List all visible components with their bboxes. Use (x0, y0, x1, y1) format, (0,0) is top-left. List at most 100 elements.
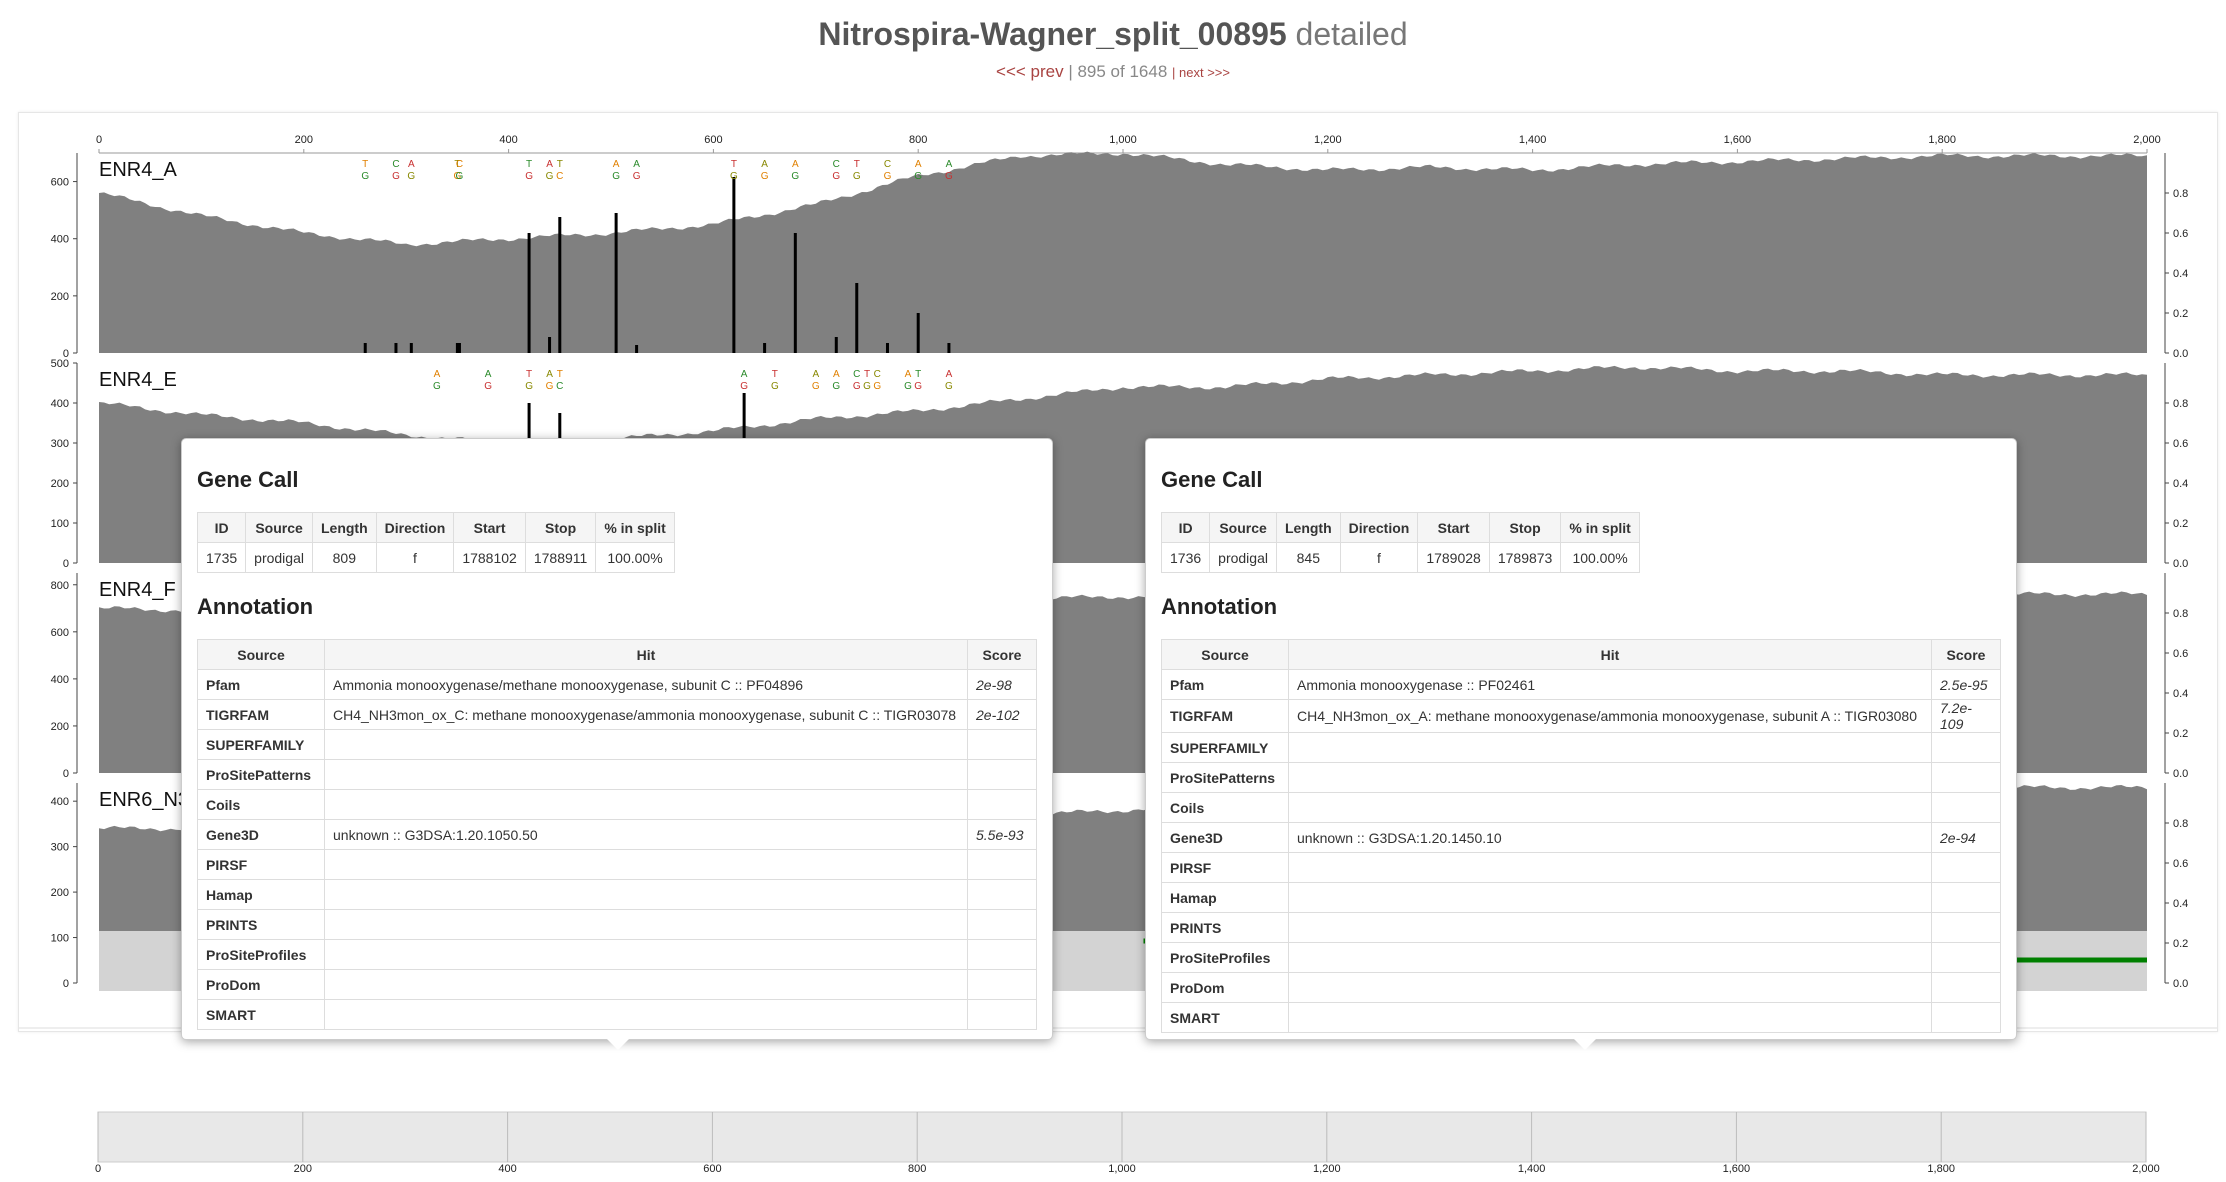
top-axis-tick-label: 0 (96, 134, 102, 146)
gene-call-header-cell: ID (196, 512, 247, 543)
variant-bar (916, 313, 920, 353)
page-title: Nitrospira-Wagner_split_00895 detailed (0, 16, 2226, 53)
allele-letter: G (740, 381, 748, 392)
variant-bar (394, 343, 398, 353)
allele-letter: C (874, 369, 881, 380)
annotation-hit: CH4_NH3mon_ox_C: methane monooxygenase/a… (324, 699, 968, 730)
annotation-header-cell: Source (197, 639, 325, 670)
annotation-header-cell: Hit (324, 639, 968, 670)
left-axis-tick-label: 0 (63, 768, 69, 780)
gene-call-header-row: ID Source Length Direction Start Stop% in spl… (1160, 512, 1640, 543)
allele-letter: G (914, 171, 922, 182)
allele-letter: G (863, 381, 871, 392)
annotation-hit (1288, 1002, 1932, 1033)
overview-tick-label: 1,400 (1518, 1163, 1546, 1175)
allele-letter: C (556, 381, 563, 392)
annotation-hit (1288, 732, 1932, 763)
annotation-row: PIRSF (197, 849, 1037, 880)
annotation-score (1931, 912, 2001, 943)
left-axis-tick-label: 300 (51, 842, 69, 854)
overview-tick-label: 600 (703, 1163, 721, 1175)
annotation-score: 2e-98 (967, 669, 1037, 700)
annotation-row: Pfam Ammonia monooxygenase :: PF02461 2.5e… (1161, 669, 2001, 700)
annotation-source: ProSitePatterns (1161, 762, 1289, 793)
annotation-header-cell: Source (1161, 639, 1289, 670)
annotation-row: Pfam Ammonia monooxygenase/methane monoox… (197, 669, 1037, 700)
gene-call-header-cell: Source (1209, 512, 1277, 543)
overview-tick-label: 1,200 (1313, 1163, 1341, 1175)
annotation-heading: Annotation (197, 594, 314, 619)
gene-call-header-cell: Stop (524, 512, 597, 543)
next-link[interactable]: | next >>> (1172, 65, 1230, 80)
sample-name: ENR4_A (99, 159, 177, 181)
annotation-hit (1288, 852, 1932, 883)
gene-call-header-cell: Stop (1488, 512, 1562, 543)
allele-letter: G (904, 381, 912, 392)
annotation-source: Gene3D (1161, 822, 1289, 853)
left-axis-tick-label: 800 (51, 580, 69, 592)
allele-letter: T (915, 369, 921, 380)
allele-letter: A (633, 159, 640, 170)
annotation-source: Hamap (197, 879, 325, 910)
gene-call-table: ID Source Length Direction Start Stop% in spl… (196, 512, 675, 573)
annotation-row: ProDom (1161, 972, 2001, 1003)
annotation-row: ProSitePatterns (1161, 762, 2001, 793)
annotation-score (967, 729, 1037, 760)
allele-letter: G (612, 171, 620, 182)
annotation-row: PRINTS (197, 909, 1037, 940)
annotation-row: ProDom (197, 969, 1037, 1000)
allele-letter: T (772, 369, 778, 380)
left-axis-tick-label: 200 (51, 721, 69, 733)
split-navigation: <<< prev | 895 of 1648 | next >>> (0, 62, 2226, 82)
allele-letter: A (761, 159, 768, 170)
variant-bar (635, 345, 639, 353)
annotation-source: ProSiteProfiles (1161, 942, 1289, 973)
allele-letter: T (864, 369, 870, 380)
allele-letter: T (731, 159, 737, 170)
left-axis-tick-label: 200 (51, 478, 69, 490)
gene-call-value-cell: 100.00% (595, 542, 675, 573)
gene-call-heading: Gene Call (197, 467, 299, 492)
annotation-source: SMART (1161, 1002, 1289, 1033)
variant-bar (457, 343, 461, 353)
right-axis-tick-label: 0.2 (2173, 938, 2188, 950)
sample-name: ENR4_E (99, 369, 177, 391)
allele-letter: G (361, 171, 369, 182)
annotation-heading: Annotation (1161, 594, 1278, 619)
overview-tick-label: 200 (294, 1163, 312, 1175)
annotation-score (1931, 882, 2001, 913)
prev-link[interactable]: <<< prev (996, 62, 1064, 81)
variant-bar (763, 343, 767, 353)
annotation-score (967, 879, 1037, 910)
annotation-score (1931, 942, 2001, 973)
annotation-row: TIGRFAM CH4_NH3mon_ox_A: methane monooxyg… (1161, 699, 2001, 733)
annotation-hit (1288, 942, 1932, 973)
overview-tick-label: 1,000 (1108, 1163, 1136, 1175)
right-axis-tick-label: 0.0 (2173, 768, 2188, 780)
allele-letter: G (633, 171, 641, 182)
allele-letter: G (791, 171, 799, 182)
allele-letter: G (832, 381, 840, 392)
left-axis-tick-label: 0 (63, 348, 69, 360)
left-axis-tick-label: 100 (51, 518, 69, 530)
gene-call-value-cell: 1789028 (1417, 542, 1490, 573)
annotation-source: Gene3D (197, 819, 325, 850)
gene-call-header-cell: Start (453, 512, 526, 543)
annotation-hit: unknown :: G3DSA:1.20.1450.10 (1288, 822, 1932, 853)
sample-name: ENR4_F (99, 579, 176, 601)
gene-call-header-cell: Length (1275, 512, 1341, 543)
gene-call-value-cell: prodigal (245, 542, 313, 573)
gene-call-value-row: 1735 prodigal 809 f 1788102 1788911 100.00% (196, 542, 675, 573)
top-axis-tick-label: 1,200 (1314, 134, 1342, 146)
popup-pointer (1574, 1039, 1596, 1050)
allele-letter: G (456, 171, 464, 182)
variant-bar (793, 233, 797, 353)
right-axis-tick-label: 0.4 (2173, 478, 2188, 490)
annotation-source: SUPERFAMILY (1161, 732, 1289, 763)
annotation-row: TIGRFAM CH4_NH3mon_ox_C: methane monooxyg… (197, 699, 1037, 730)
variant-bar (614, 213, 618, 353)
allele-letter: T (362, 159, 368, 170)
annotation-source: ProDom (197, 969, 325, 1000)
allele-letter: G (484, 381, 492, 392)
annotation-row: SUPERFAMILY (1161, 732, 2001, 763)
